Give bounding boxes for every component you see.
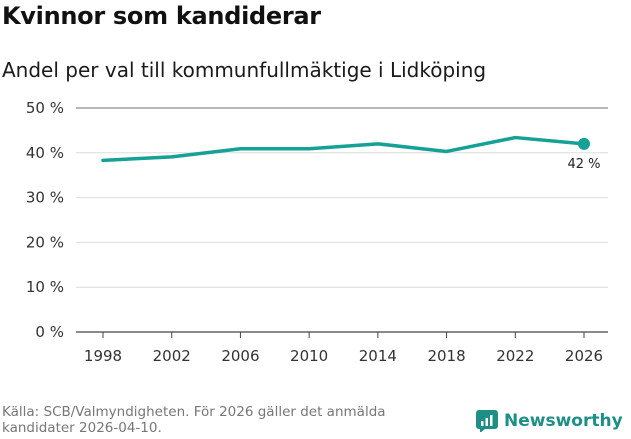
x-tick-label: 1998: [84, 347, 122, 365]
y-tick-label: 10 %: [26, 278, 64, 296]
x-tick-label: 2022: [496, 347, 534, 365]
newsworthy-logo-icon: [476, 410, 498, 432]
chart-title: Kvinnor som kandiderar: [2, 2, 321, 30]
x-tick-label: 2006: [221, 347, 259, 365]
x-tick-label: 2026: [565, 347, 603, 365]
end-value-label: 42 %: [567, 157, 600, 172]
chart-subtitle: Andel per val till kommunfullmäktige i L…: [2, 58, 487, 82]
y-tick-label: 30 %: [26, 189, 64, 207]
x-tick-label: 2010: [290, 347, 328, 365]
y-tick-label: 50 %: [26, 99, 64, 117]
source-note: Källa: SCB/Valmyndigheten. För 2026 gäll…: [2, 404, 386, 436]
x-tick-label: 2014: [359, 347, 397, 365]
x-tick-label: 2002: [153, 347, 191, 365]
y-tick-label: 0 %: [35, 323, 64, 341]
line-chart: 0 % 10 % 20 % 30 % 40 % 50 % 1998 2002 2006 2010 2…: [26, 99, 608, 365]
series-line: [101, 135, 586, 163]
y-tick-label: 40 %: [26, 144, 64, 162]
newsworthy-logo: Newsworthy: [476, 410, 623, 432]
brand-name: Newsworthy: [504, 411, 623, 431]
y-tick-label: 20 %: [26, 233, 64, 251]
x-tick-label: 2018: [427, 347, 465, 365]
end-point-marker: [578, 137, 590, 150]
